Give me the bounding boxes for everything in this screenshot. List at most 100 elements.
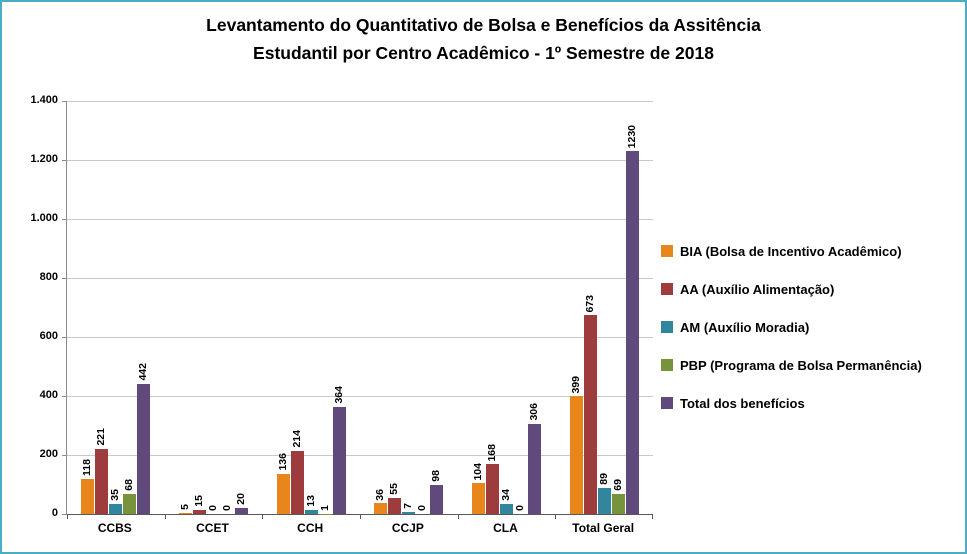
bar-value-label: 20: [235, 493, 247, 506]
legend-entry: Total dos benefícios: [661, 392, 922, 414]
legend-swatch: [661, 321, 673, 333]
bar: [611, 493, 625, 514]
legend-label: Total dos benefícios: [680, 395, 805, 411]
gridline: [67, 395, 653, 397]
legend: BIA (Bolsa de Incentivo Acadêmico) AA (Au…: [661, 240, 922, 430]
y-axis-tick-mark: [62, 336, 67, 338]
chart-title-line2: Estudantil por Centro Acadêmico - 1º Sem…: [253, 43, 714, 63]
y-axis-tick-mark: [62, 395, 67, 397]
bar: [597, 487, 611, 514]
bar: [388, 497, 402, 514]
chart-title-line1: Levantamento do Quantitativo de Bolsa e …: [206, 15, 761, 35]
y-axis-tick-label: 400: [39, 389, 58, 401]
y-axis-tick-label: 1.200: [30, 153, 58, 165]
gridline: [67, 100, 653, 102]
bar-value-label: 118: [81, 459, 94, 477]
gridline: [67, 336, 653, 338]
bar: [500, 503, 513, 514]
bar-value-label: 69: [611, 478, 624, 491]
legend-swatch: [661, 245, 673, 257]
bar: [81, 479, 95, 514]
bar-value-label: 306: [528, 403, 540, 421]
x-axis-category-label: CCBS: [97, 521, 132, 535]
bar-value-label: 55: [388, 483, 401, 495]
bar-value-label: 0: [221, 505, 233, 511]
bar-value-label: 136: [276, 453, 289, 471]
bar-value-label: 364: [332, 386, 345, 404]
x-axis-tick-mark: [360, 514, 361, 519]
y-axis-tick-mark: [62, 159, 67, 161]
bar-value-label: 0: [416, 505, 429, 511]
bar: [179, 512, 192, 514]
bar-value-label: 36: [374, 488, 387, 501]
bar: [569, 396, 583, 514]
y-axis-tick-label: 600: [39, 330, 58, 342]
y-axis-tick-label: 800: [39, 271, 58, 283]
gridline: [67, 218, 653, 220]
bar-value-label: 35: [109, 489, 122, 501]
bar: [276, 473, 290, 514]
x-axis-category-label: CCJP: [391, 521, 424, 535]
x-axis-tick-mark: [555, 514, 557, 519]
bar: [332, 406, 346, 514]
bar-value-label: 1230: [625, 124, 638, 149]
gridline: [67, 454, 653, 456]
bar: [235, 508, 248, 514]
legend-entry: BIA (Bolsa de Incentivo Acadêmico): [661, 240, 922, 262]
bar: [472, 483, 485, 514]
y-axis-tick-mark: [62, 100, 67, 102]
y-axis-tick-mark: [62, 218, 67, 220]
bar-value-label: 5: [179, 503, 191, 510]
y-axis-tick-label: 0: [51, 507, 58, 519]
x-axis-tick-mark: [652, 514, 653, 519]
bar-value-label: 34: [500, 489, 512, 501]
bar-value-label: 89: [597, 473, 610, 485]
bar-value-label: 104: [472, 462, 484, 481]
bar-value-label: 0: [514, 505, 526, 511]
bar-value-label: 442: [137, 363, 150, 381]
bar: [430, 485, 444, 514]
y-axis-tick-label: 1.000: [30, 212, 58, 224]
legend-label: AA (Auxílio Alimentação): [680, 281, 835, 297]
y-axis-tick-mark: [62, 277, 67, 279]
x-axis-category-label: CCH: [297, 521, 324, 535]
gridline: [67, 277, 653, 279]
x-axis-category-label: CLA: [493, 521, 518, 535]
bar: [193, 509, 206, 514]
y-axis-tick-label: 1.400: [30, 94, 58, 106]
bar-value-label: 168: [486, 443, 498, 462]
plot-area: 118 221 35 68 442 5 15 0 0 20 136 214 13 1 364 36 55 7 0 98…: [62, 100, 653, 519]
legend-swatch: [661, 359, 673, 371]
bar: [486, 464, 499, 514]
bar: [528, 423, 541, 514]
bar: [374, 503, 388, 514]
x-axis-category-label: Total Geral: [572, 521, 635, 535]
bar-value-label: 399: [569, 375, 582, 394]
y-axis-tick-mark: [62, 454, 67, 456]
bar: [109, 503, 123, 514]
legend-entry: AM (Auxílio Moradia): [661, 316, 922, 338]
gridline: [67, 159, 653, 161]
legend-label: PBP (Programa de Bolsa Permanência): [680, 357, 922, 373]
bar: [137, 383, 151, 514]
bar: [583, 315, 597, 514]
bar-value-label: 221: [95, 428, 108, 446]
bar: [304, 510, 318, 514]
legend-swatch: [661, 397, 673, 409]
y-axis-tick-mark: [62, 513, 67, 515]
bar-value-label: 98: [430, 470, 443, 483]
bar: [95, 448, 109, 514]
y-axis-tick-label: 200: [39, 448, 58, 460]
legend-label: AM (Auxílio Moradia): [680, 319, 810, 335]
legend-entry: AA (Auxílio Alimentação): [661, 278, 922, 300]
x-axis-tick-mark: [67, 514, 68, 519]
bar-value-label: 0: [207, 505, 219, 511]
bar-value-label: 1: [318, 504, 331, 511]
bar-value-label: 13: [304, 495, 317, 508]
bar-value-label: 7: [402, 503, 415, 509]
bar: [290, 450, 304, 514]
legend-swatch: [661, 283, 673, 295]
legend-label: BIA (Bolsa de Incentivo Acadêmico): [680, 243, 902, 259]
legend-entry: PBP (Programa de Bolsa Permanência): [661, 354, 922, 376]
